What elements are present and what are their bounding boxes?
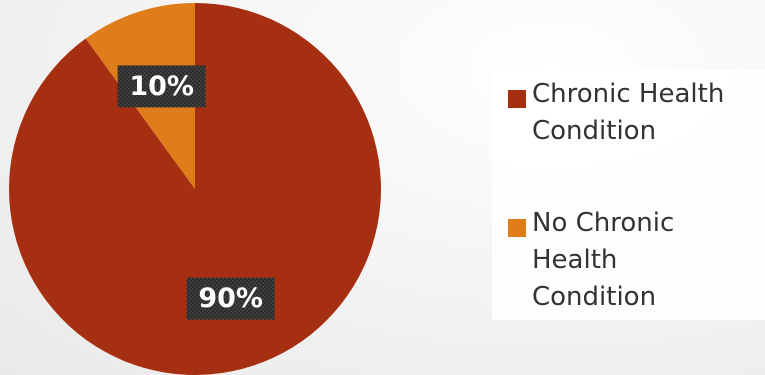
data-label-chronic-box — [186, 277, 275, 320]
data-label-chronic: 90% — [186, 277, 275, 320]
legend-swatch-no-chronic — [508, 219, 526, 237]
data-label-chronic-text: 90% — [198, 283, 263, 314]
legend-label-no-chronic: No Chronic Health Condition — [532, 208, 675, 312]
data-label-no-chronic: 10% — [117, 65, 206, 108]
legend-label-chronic: Chronic Health Condition — [532, 79, 725, 146]
data-label-no-chronic-box — [117, 65, 206, 108]
legend: Chronic Health Condition No Chronic Heal… — [492, 70, 765, 320]
legend-swatch-chronic — [508, 90, 526, 108]
data-label-no-chronic-text: 10% — [129, 71, 194, 102]
